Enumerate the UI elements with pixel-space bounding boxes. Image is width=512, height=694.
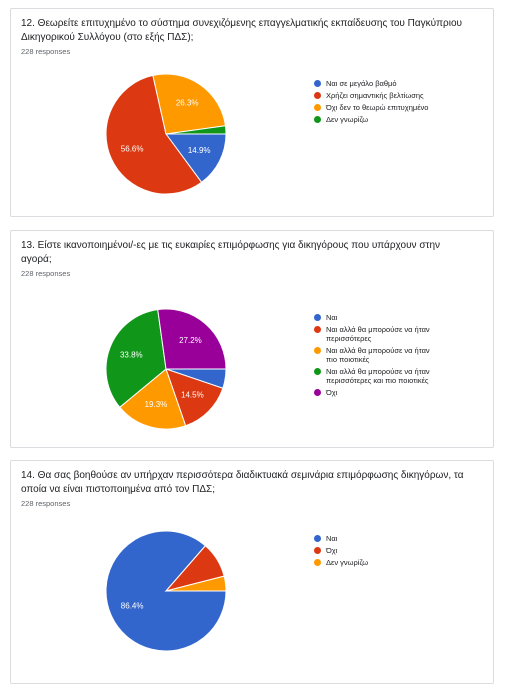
- legend-item: Ναι αλλά θα μπορούσε να ήταν πιο ποιοτικ…: [314, 346, 434, 364]
- pie-slice: [119, 368, 187, 430]
- legend-item: Ναι αλλά θα μπορούσε να ήταν περισσότερε…: [314, 325, 434, 343]
- legend-label: Χρήζει σημαντικής βελτίωσης: [326, 91, 424, 100]
- legend-item: Δεν γνωρίζω: [314, 558, 434, 567]
- pie-slice: [165, 575, 227, 592]
- legend-label: Ναι σε μεγάλο βαθμό: [326, 79, 397, 88]
- legend-swatch: [314, 104, 321, 111]
- legend-label: Όχι: [326, 388, 338, 397]
- response-count: 228 responses: [21, 269, 71, 278]
- response-count: 228 responses: [21, 47, 71, 56]
- question-title: 14. Θα σας βοηθούσε αν υπήρχαν περισσότε…: [21, 470, 464, 495]
- question-title: 13. Είστε ικανοποιημένοι/-ες με τις ευκα…: [21, 240, 440, 265]
- legend-swatch: [314, 547, 321, 554]
- legend-label: Δεν γνωρίζω: [326, 115, 369, 124]
- legend-label: Ναι αλλά θα μπορούσε να ήταν περισσότερε…: [326, 367, 430, 385]
- legend-label: Ναι αλλά θα μπορούσε να ήταν πιο ποιοτικ…: [326, 346, 430, 364]
- legend-swatch: [314, 347, 321, 354]
- legend-item: Ναι: [314, 313, 434, 322]
- pie-slice: [165, 368, 224, 427]
- response-count: 228 responses: [21, 499, 71, 508]
- legend-label: Όχι δεν το θεωρώ επιτυχημένο: [326, 103, 429, 112]
- legend: Ναι σε μεγάλο βαθμό Χρήζει σημαντικής βελ…: [314, 79, 434, 127]
- card: 13. Είστε ικανοποιημένοι/-ες με τις ευκα…: [10, 230, 494, 448]
- legend-item: Όχι δεν το θεωρώ επιτυχημένο: [314, 103, 434, 112]
- pie-slice: [165, 125, 227, 135]
- legend-swatch: [314, 116, 321, 123]
- legend-item: Όχι: [314, 388, 434, 397]
- slice-label: 27.2%: [179, 336, 202, 345]
- pie-slice: [157, 308, 227, 370]
- slice-label: 33.8%: [120, 351, 143, 360]
- slice-label: 26.3%: [176, 99, 199, 108]
- legend-swatch: [314, 326, 321, 333]
- legend-item: Ναι αλλά θα μπορούσε να ήταν περισσότερε…: [314, 367, 434, 385]
- pie-slice: [152, 73, 226, 135]
- legend-swatch: [314, 535, 321, 542]
- pie-chart: 86.4%: [105, 530, 227, 652]
- legend-label: Όχι: [326, 546, 338, 555]
- legend-swatch: [314, 80, 321, 87]
- slice-label: 86.4%: [121, 602, 144, 611]
- legend-label: Ναι αλλά θα μπορούσε να ήταν περισσότερε…: [326, 325, 430, 343]
- legend-item: Χρήζει σημαντικής βελτίωσης: [314, 91, 434, 100]
- question-title: 12. Θεωρείτε επιτυχημένο το σύστημα συνε…: [21, 18, 462, 43]
- legend-label: Ναι: [326, 313, 338, 322]
- legend-item: Όχι: [314, 546, 434, 555]
- pie-slice: [105, 309, 167, 408]
- legend: Ναι Όχι Δεν γνωρίζω: [314, 534, 434, 570]
- legend-item: Ναι σε μεγάλο βαθμό: [314, 79, 434, 88]
- pie-chart: 14.9% 56.6% 26.3%: [105, 73, 227, 195]
- legend-swatch: [314, 314, 321, 321]
- card: 14. Θα σας βοηθούσε αν υπήρχαν περισσότε…: [10, 460, 494, 684]
- legend-swatch: [314, 389, 321, 396]
- card: 12. Θεωρείτε επιτυχημένο το σύστημα συνε…: [10, 8, 494, 217]
- legend-item: Δεν γνωρίζω: [314, 115, 434, 124]
- legend-item: Ναι: [314, 534, 434, 543]
- slice-label: 19.3%: [145, 400, 168, 409]
- legend-label: Δεν γνωρίζω: [326, 558, 369, 567]
- pie-slice: [165, 133, 227, 184]
- legend: Ναι Ναι αλλά θα μπορούσε να ήταν περισσότ…: [314, 313, 434, 400]
- slice-label: 56.6%: [121, 145, 144, 154]
- legend-label: Ναι: [326, 534, 338, 543]
- legend-swatch: [314, 92, 321, 99]
- pie-slice: [105, 74, 203, 195]
- slice-label: 14.5%: [181, 390, 204, 399]
- slice-label: 14.9%: [188, 146, 211, 155]
- pie-chart: 14.5% 19.3% 33.8% 27.2%: [105, 308, 227, 430]
- legend-swatch: [314, 368, 321, 375]
- legend-swatch: [314, 559, 321, 566]
